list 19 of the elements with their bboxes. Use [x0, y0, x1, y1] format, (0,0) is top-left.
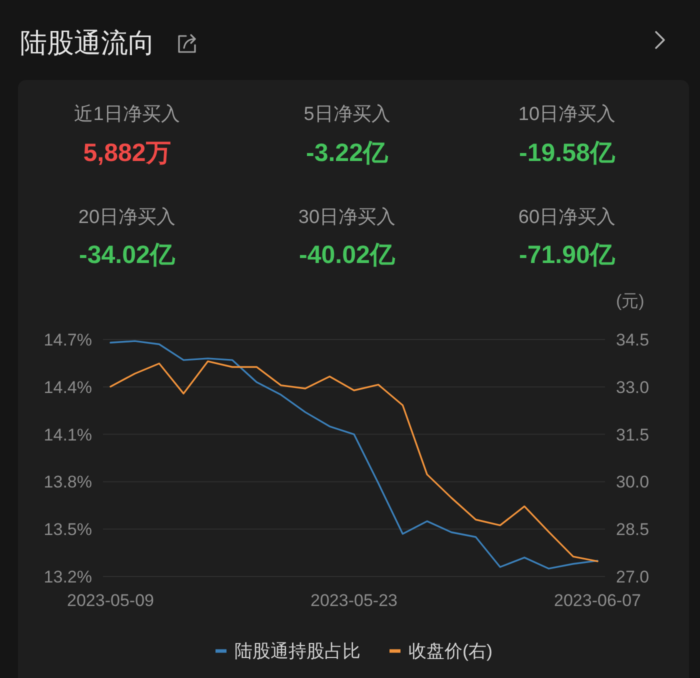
y2-tick-label: 34.5	[616, 330, 650, 350]
x-tick-label: 2023-05-09	[67, 591, 154, 610]
y2-tick-label: 33.0	[616, 378, 650, 397]
y2-axis-title: (元)	[616, 292, 644, 310]
y2-tick-label: 27.0	[616, 568, 650, 586]
y2-tick-label: 30.0	[616, 472, 650, 492]
y2-tick-label: 28.5	[616, 520, 650, 540]
x-tick-label: 2023-06-07	[554, 591, 641, 610]
x-tick-label: 2023-05-23	[310, 591, 398, 610]
legend-label: 收盘价(右)	[408, 641, 492, 661]
y-tick-label: 14.7%	[44, 330, 92, 350]
y2-tick-label: 31.5	[616, 425, 650, 444]
y-tick-label: 14.1%	[44, 425, 92, 444]
y-tick-label: 13.2%	[44, 568, 92, 586]
y-tick-label: 13.8%	[44, 472, 92, 492]
legend-label: 陆股通持股占比	[234, 641, 360, 661]
text: 陆股通流向	[20, 28, 155, 58]
y-tick-label: 14.4%	[44, 378, 92, 397]
y-tick-label: 13.5%	[44, 520, 92, 540]
